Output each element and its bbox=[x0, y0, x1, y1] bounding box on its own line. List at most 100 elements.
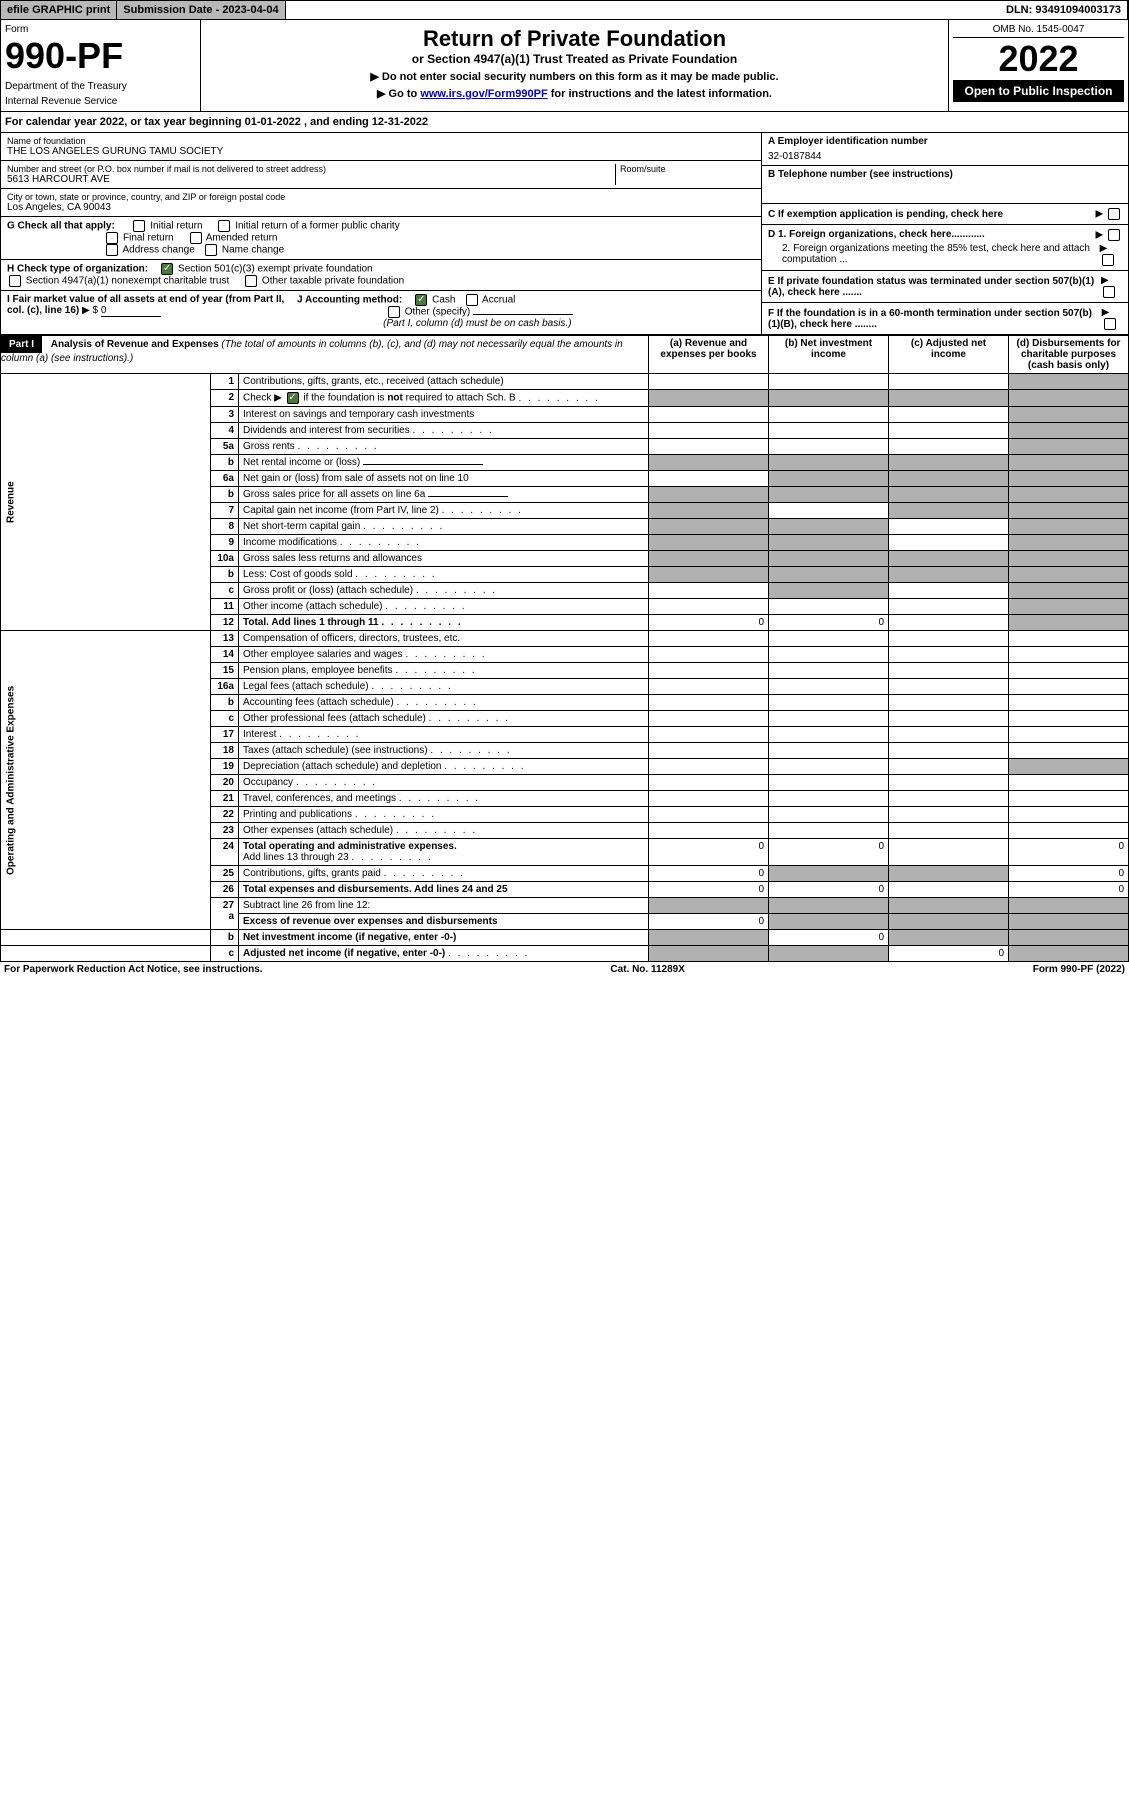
e-checkbox[interactable] bbox=[1103, 286, 1115, 298]
row-10a: Gross sales less returns and allowances bbox=[239, 551, 649, 567]
row-16b: Accounting fees (attach schedule) bbox=[239, 695, 649, 711]
row-23: Other expenses (attach schedule) bbox=[239, 823, 649, 839]
4947-checkbox[interactable] bbox=[9, 275, 21, 287]
initial-return-checkbox[interactable] bbox=[133, 220, 145, 232]
instruction-link: ▶ Go to www.irs.gov/Form990PF for instru… bbox=[207, 87, 942, 100]
row-10c: Gross profit or (loss) (attach schedule) bbox=[239, 583, 649, 599]
g-label: G Check all that apply: bbox=[7, 221, 115, 232]
r25-d: 0 bbox=[1009, 866, 1129, 882]
row-16c: Other professional fees (attach schedule… bbox=[239, 711, 649, 727]
row-11: Other income (attach schedule) bbox=[239, 599, 649, 615]
open-public-badge: Open to Public Inspection bbox=[953, 80, 1124, 102]
foundation-name: THE LOS ANGELES GURUNG TAMU SOCIETY bbox=[7, 146, 755, 157]
row-24: Total operating and administrative expen… bbox=[239, 839, 649, 866]
row-27b: Net investment income (if negative, ente… bbox=[239, 930, 649, 946]
initial-former-checkbox[interactable] bbox=[218, 220, 230, 232]
f-checkbox[interactable] bbox=[1104, 318, 1116, 330]
top-bar: efile GRAPHIC print Submission Date - 20… bbox=[0, 0, 1129, 20]
schb-checkbox[interactable] bbox=[287, 392, 299, 404]
final-return-label: Final return bbox=[123, 233, 174, 244]
form-header: Form 990-PF Department of the Treasury I… bbox=[0, 20, 1129, 112]
row-19: Depreciation (attach schedule) and deple… bbox=[239, 759, 649, 775]
room-label: Room/suite bbox=[620, 164, 755, 174]
form-title: Return of Private Foundation bbox=[207, 26, 942, 52]
cash-checkbox[interactable] bbox=[415, 294, 427, 306]
instruction-ssn: ▶ Do not enter social security numbers o… bbox=[207, 70, 942, 83]
row-6b: Gross sales price for all assets on line… bbox=[239, 487, 649, 503]
r27b-b: 0 bbox=[769, 930, 889, 946]
row-27c: Adjusted net income (if negative, enter … bbox=[239, 946, 649, 962]
street-address: 5613 HARCOURT AVE bbox=[7, 174, 615, 185]
501c3-checkbox[interactable] bbox=[161, 263, 173, 275]
j-label: J Accounting method: bbox=[297, 295, 402, 306]
row-25: Contributions, gifts, grants paid bbox=[239, 866, 649, 882]
initial-return-label: Initial return bbox=[150, 221, 202, 232]
name-label: Name of foundation bbox=[7, 136, 755, 146]
row-27a: Excess of revenue over expenses and disb… bbox=[239, 914, 649, 930]
row-15: Pension plans, employee benefits bbox=[239, 663, 649, 679]
row-26: Total expenses and disbursements. Add li… bbox=[239, 882, 649, 898]
r12-a: 0 bbox=[649, 615, 769, 631]
row-14: Other employee salaries and wages bbox=[239, 647, 649, 663]
calendar-year-row: For calendar year 2022, or tax year begi… bbox=[0, 112, 1129, 133]
c-label: C If exemption application is pending, c… bbox=[768, 209, 1003, 220]
row-7: Capital gain net income (from Part IV, l… bbox=[239, 503, 649, 519]
col-b-header: (b) Net investment income bbox=[769, 336, 889, 374]
submission-date: Submission Date - 2023-04-04 bbox=[117, 1, 285, 19]
amended-return-label: Amended return bbox=[206, 233, 278, 244]
col-d-header: (d) Disbursements for charitable purpose… bbox=[1009, 336, 1129, 374]
other-taxable-label: Other taxable private foundation bbox=[262, 276, 404, 287]
d2-checkbox[interactable] bbox=[1102, 254, 1114, 266]
ein-label: A Employer identification number bbox=[768, 136, 1122, 147]
form-version: Form 990-PF (2022) bbox=[1033, 964, 1125, 975]
fmv-value: 0 bbox=[101, 305, 161, 317]
other-taxable-checkbox[interactable] bbox=[245, 275, 257, 287]
row-1: Contributions, gifts, grants, etc., rece… bbox=[239, 374, 649, 390]
other-specify-label: Other (specify) bbox=[405, 307, 471, 318]
efile-print-button[interactable]: efile GRAPHIC print bbox=[1, 1, 117, 19]
city-state-zip: Los Angeles, CA 90043 bbox=[7, 202, 755, 213]
d2-label: 2. Foreign organizations meeting the 85%… bbox=[768, 243, 1100, 266]
entity-info-grid: Name of foundation THE LOS ANGELES GURUN… bbox=[0, 133, 1129, 335]
row-20: Occupancy bbox=[239, 775, 649, 791]
r24-a: 0 bbox=[649, 839, 769, 866]
r26-d: 0 bbox=[1009, 882, 1129, 898]
omb-number: OMB No. 1545-0047 bbox=[953, 24, 1124, 38]
address-change-label: Address change bbox=[122, 245, 194, 256]
name-change-label: Name change bbox=[222, 245, 284, 256]
row-13: Compensation of officers, directors, tru… bbox=[239, 631, 649, 647]
paperwork-notice: For Paperwork Reduction Act Notice, see … bbox=[4, 964, 263, 975]
tax-year: 2022 bbox=[953, 38, 1124, 80]
row-12: Total. Add lines 1 through 11 bbox=[239, 615, 649, 631]
accrual-label: Accrual bbox=[482, 295, 515, 306]
r26-a: 0 bbox=[649, 882, 769, 898]
4947-label: Section 4947(a)(1) nonexempt charitable … bbox=[26, 276, 229, 287]
row-22: Printing and publications bbox=[239, 807, 649, 823]
final-return-checkbox[interactable] bbox=[106, 232, 118, 244]
row-5b: Net rental income or (loss) bbox=[239, 455, 649, 471]
name-change-checkbox[interactable] bbox=[205, 244, 217, 256]
dept-treasury: Department of the Treasury bbox=[5, 81, 196, 92]
r26-b: 0 bbox=[769, 882, 889, 898]
address-label: Number and street (or P.O. box number if… bbox=[7, 164, 615, 174]
part1-title: Analysis of Revenue and Expenses bbox=[51, 339, 219, 350]
r24-d: 0 bbox=[1009, 839, 1129, 866]
row-21: Travel, conferences, and meetings bbox=[239, 791, 649, 807]
address-change-checkbox[interactable] bbox=[106, 244, 118, 256]
r27a-a: 0 bbox=[649, 914, 769, 930]
irs-label: Internal Revenue Service bbox=[5, 96, 196, 107]
other-specify-checkbox[interactable] bbox=[388, 306, 400, 318]
c-checkbox[interactable] bbox=[1108, 208, 1120, 220]
d1-checkbox[interactable] bbox=[1108, 229, 1120, 241]
row-6a: Net gain or (loss) from sale of assets n… bbox=[239, 471, 649, 487]
col-a-header: (a) Revenue and expenses per books bbox=[649, 336, 769, 374]
col-c-header: (c) Adjusted net income bbox=[889, 336, 1009, 374]
dln-label: DLN: 93491094003173 bbox=[1000, 1, 1128, 19]
irs-link[interactable]: www.irs.gov/Form990PF bbox=[420, 88, 547, 100]
amended-return-checkbox[interactable] bbox=[190, 232, 202, 244]
form-number: 990-PF bbox=[5, 35, 196, 77]
revenue-section-label: Revenue bbox=[1, 374, 211, 631]
form-label: Form bbox=[5, 24, 196, 35]
accrual-checkbox[interactable] bbox=[466, 294, 478, 306]
r25-a: 0 bbox=[649, 866, 769, 882]
